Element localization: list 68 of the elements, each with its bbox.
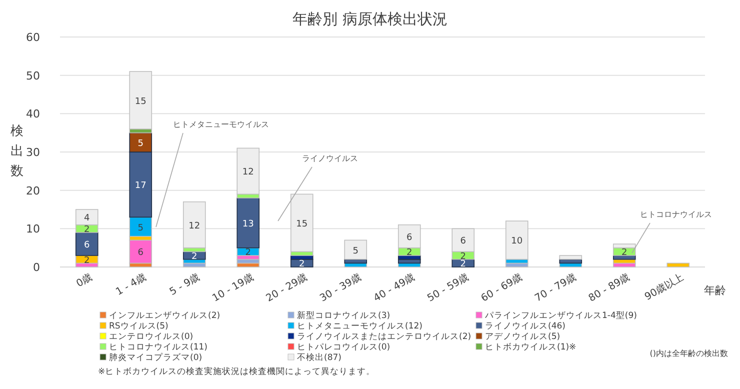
data-label: 15: [134, 96, 146, 107]
x-tick-label: 0歳: [74, 271, 94, 290]
y-tick-label: 60: [26, 31, 40, 44]
x-tick-label: 60 - 69歳: [479, 271, 524, 304]
data-label: 6: [460, 236, 466, 247]
y-tick-label: 10: [26, 222, 40, 236]
x-tick-label: 5 - 9歳: [168, 271, 202, 298]
bar: [182, 201, 206, 248]
legend-label: 肺炎マイコプラズマ(0): [109, 352, 202, 363]
y-tick-label: 50: [26, 69, 40, 82]
bar: [344, 240, 368, 260]
bar: [236, 148, 260, 195]
y-tick-label: 0: [33, 261, 40, 274]
chart-title: 年齢別 病原体検出状況: [292, 10, 448, 28]
bar: [505, 220, 528, 260]
x-tick-label: 70 - 79歳: [532, 271, 578, 304]
x-tick-label: 30 - 39歳: [318, 271, 364, 304]
annotation: ヒトメタニューモウイルス: [173, 120, 269, 129]
bar: [236, 198, 260, 248]
bar: [129, 152, 152, 218]
x-tick-label: 20 - 29歳: [264, 271, 310, 304]
annotation: ヒトコロナウイルス: [640, 210, 712, 219]
bar: [290, 194, 314, 252]
x-tick-label: 80 - 89歳: [586, 271, 632, 304]
data-label: 2: [245, 248, 251, 258]
data-label: 2: [622, 248, 628, 258]
data-label: 2: [84, 256, 90, 266]
bar: [129, 240, 152, 264]
data-label: 2: [406, 248, 412, 258]
data-label: 6: [406, 232, 413, 243]
data-label: 4: [84, 214, 90, 224]
data-label: 5: [138, 223, 144, 234]
y-axis-title: 検出数: [10, 124, 24, 179]
data-label: 2: [84, 225, 90, 236]
y-tick-label: 30: [26, 146, 40, 159]
data-label: 2: [192, 252, 198, 262]
x-tick-label: 10 - 19歳: [210, 271, 256, 304]
data-label: 5: [138, 138, 144, 149]
data-label: 5: [352, 246, 358, 256]
x-tick-label: 1 - 4歳: [114, 271, 148, 298]
data-label: 13: [242, 219, 254, 230]
legend-label: 不検出(87): [297, 352, 342, 363]
y-tick-label: 40: [26, 108, 40, 121]
data-label: 12: [188, 221, 200, 232]
アデノウイルス(5): 5: [129, 132, 152, 152]
legend-label: 新型コロナウイルス(3): [297, 310, 390, 321]
x-tick-label: 40 - 49歳: [372, 271, 417, 304]
y-tick-label: 20: [26, 184, 40, 198]
legend-label: ヒトボカウイルス(1)※: [485, 342, 576, 352]
text: ※ヒトボカウイルスの検査実施状況は検査機関によって異なります。: [98, 366, 376, 377]
data-label: 10: [511, 236, 523, 247]
annotation: ライノウイルス: [302, 154, 358, 163]
legend-label: インフルエンザウイルス(2): [109, 310, 220, 321]
bar: [559, 255, 582, 260]
data-label: 6: [138, 248, 144, 258]
data-label: 15: [296, 219, 308, 230]
x-axis-title: 年齢: [704, 284, 726, 297]
data-label: 2: [460, 260, 466, 270]
x-tick-label: 90歳以上: [642, 271, 686, 303]
data-label: 2: [299, 260, 305, 270]
bar: [666, 262, 690, 268]
bar: [75, 232, 98, 256]
data-label: 6: [84, 240, 90, 250]
text: ()内は全年齢の検出数: [650, 349, 728, 358]
data-label: 17: [134, 181, 146, 192]
bar: [129, 216, 152, 237]
data-label: 12: [242, 168, 254, 178]
x-tick-label: 50 - 59歳: [425, 271, 471, 304]
